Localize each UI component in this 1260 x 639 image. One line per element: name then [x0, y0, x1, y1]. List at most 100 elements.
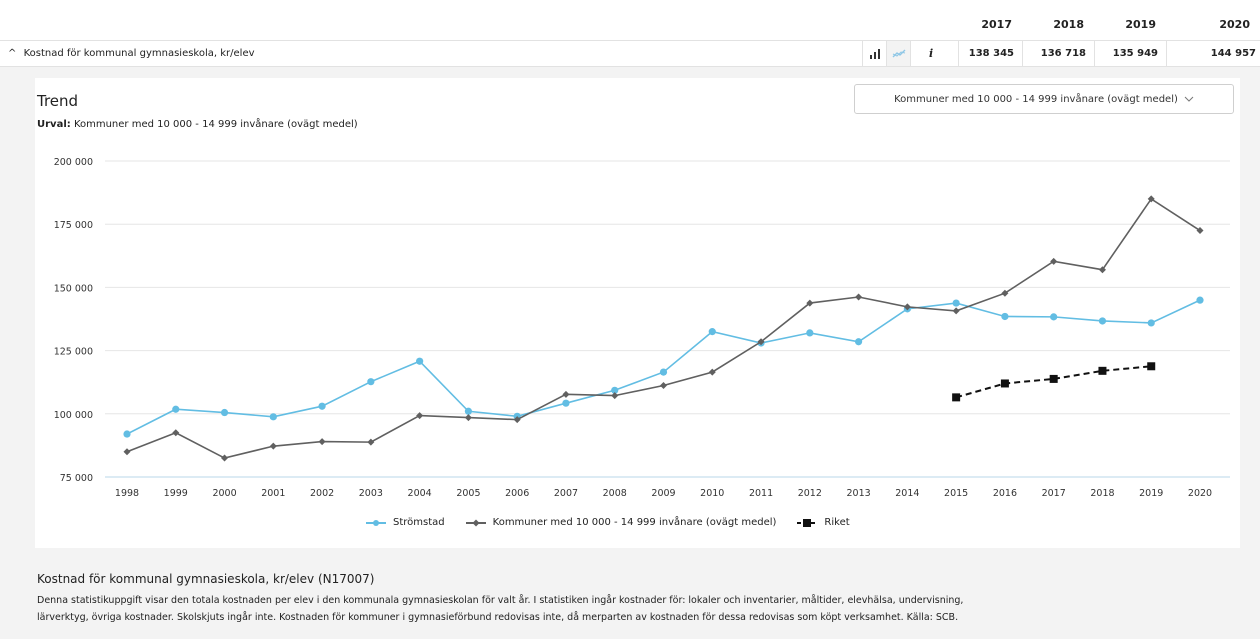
data-point — [660, 381, 667, 389]
value-2020: 144 957 — [1166, 41, 1260, 66]
data-point — [1147, 362, 1156, 371]
urval-key: Urval: — [37, 119, 71, 130]
data-point — [611, 392, 619, 400]
x-tick-label: 2002 — [310, 488, 334, 499]
x-tick-label: 2012 — [798, 488, 822, 499]
data-point — [513, 416, 521, 424]
x-tick-label: 2008 — [603, 488, 627, 499]
x-tick-label: 1999 — [164, 488, 188, 499]
description-title: Kostnad för kommunal gymnasieskola, kr/e… — [37, 572, 375, 586]
data-point — [903, 303, 911, 311]
data-point — [318, 438, 326, 446]
data-point — [416, 357, 424, 365]
data-point — [1196, 296, 1204, 304]
x-tick-label: 2011 — [749, 488, 773, 499]
legend-item-kommuner[interactable]: Kommuner med 10 000 - 14 999 invånare (o… — [465, 517, 777, 528]
data-point — [416, 412, 424, 420]
legend-label-stromstad: Strömstad — [393, 517, 445, 528]
data-point — [1196, 227, 1204, 235]
info-icon[interactable]: i — [910, 41, 958, 66]
x-tick-label: 2020 — [1188, 488, 1212, 499]
x-tick-label: 2006 — [505, 488, 529, 499]
data-point — [806, 299, 814, 307]
data-point — [1098, 317, 1107, 325]
data-point — [318, 402, 326, 410]
data-point — [659, 368, 668, 376]
legend-label-riket: Riket — [824, 517, 850, 528]
legend-item-stromstad[interactable]: Strömstad — [365, 517, 445, 528]
data-point — [464, 414, 472, 422]
x-tick-label: 2009 — [651, 488, 675, 499]
trend-title: Trend — [37, 92, 79, 110]
data-point — [464, 407, 473, 415]
x-tick-label: 2003 — [359, 488, 383, 499]
x-tick-label: 2017 — [1042, 488, 1066, 499]
x-tick-label: 2010 — [700, 488, 724, 499]
legend-label-kommuner: Kommuner med 10 000 - 14 999 invånare (o… — [492, 517, 777, 528]
y-tick-label: 75 000 — [60, 473, 93, 484]
series-line-2 — [955, 365, 1152, 399]
data-point — [855, 293, 863, 301]
data-point — [172, 429, 180, 437]
chevron-down-icon — [1184, 96, 1194, 102]
value-2018: 136 718 — [1022, 41, 1094, 66]
comparison-group-dropdown[interactable]: Kommuner med 10 000 - 14 999 invånare (o… — [854, 84, 1234, 114]
x-tick-label: 2018 — [1090, 488, 1114, 499]
y-tick-label: 150 000 — [54, 283, 93, 294]
data-point — [1001, 289, 1009, 297]
data-point — [952, 393, 961, 402]
collapse-caret-icon[interactable]: ^ — [8, 48, 17, 59]
data-point — [708, 368, 716, 376]
data-point — [1147, 319, 1155, 327]
description-text: Denna statistikuppgift visar den totala … — [37, 592, 1237, 626]
x-tick-label: 2007 — [554, 488, 578, 499]
data-point — [952, 299, 960, 307]
description-line-2: lärverktyg, övriga kostnader. Skolskjuts… — [37, 612, 959, 623]
urval-label: Urval: Kommuner med 10 000 - 14 999 invå… — [37, 119, 358, 130]
data-point — [562, 399, 570, 407]
x-tick-label: 1998 — [115, 488, 139, 499]
kpi-row[interactable]: ^ Kostnad för kommunal gymnasieskola, kr… — [0, 40, 1260, 67]
x-tick-label: 2005 — [456, 488, 480, 499]
x-tick-label: 2014 — [895, 488, 919, 499]
data-point — [952, 307, 960, 315]
kpi-row-label: Kostnad för kommunal gymnasieskola, kr/e… — [23, 48, 255, 59]
bar-chart-icon[interactable] — [862, 41, 886, 66]
data-point — [221, 454, 229, 462]
x-tick-label: 2004 — [408, 488, 432, 499]
series-line-1 — [126, 197, 1201, 459]
data-point — [1050, 313, 1058, 321]
year-header-2020: 2020 — [1219, 17, 1250, 31]
data-point — [1000, 379, 1009, 388]
data-point — [1050, 257, 1058, 265]
legend-item-riket[interactable]: Riket — [796, 517, 850, 528]
y-tick-label: 125 000 — [54, 347, 93, 358]
x-tick-label: 2001 — [261, 488, 285, 499]
data-point — [367, 438, 375, 446]
data-point — [708, 328, 716, 336]
data-point — [123, 430, 131, 438]
data-point — [1147, 195, 1155, 203]
year-header-2017: 2017 — [981, 17, 1012, 31]
y-tick-label: 175 000 — [54, 220, 93, 231]
dropdown-selected-value: Kommuner med 10 000 - 14 999 invånare (o… — [894, 93, 1178, 105]
chart-legend: Strömstad Kommuner med 10 000 - 14 999 i… — [365, 517, 850, 528]
line-chart-icon[interactable] — [886, 41, 910, 66]
data-point — [1049, 374, 1058, 383]
data-point — [123, 448, 131, 456]
data-point — [562, 390, 570, 398]
y-tick-label: 100 000 — [54, 410, 93, 421]
x-tick-label: 2019 — [1139, 488, 1163, 499]
urval-value: Kommuner med 10 000 - 14 999 invånare (o… — [73, 119, 358, 130]
data-point — [854, 338, 863, 346]
year-header-2018: 2018 — [1053, 17, 1084, 31]
kpi-row-title[interactable]: ^ Kostnad för kommunal gymnasieskola, kr… — [8, 41, 255, 66]
year-header-2019: 2019 — [1125, 17, 1156, 31]
x-tick-label: 2000 — [212, 488, 236, 499]
x-tick-label: 2015 — [944, 488, 968, 499]
x-tick-label: 2013 — [846, 488, 870, 499]
data-point — [1098, 266, 1106, 274]
data-point — [220, 408, 229, 417]
data-point — [611, 386, 619, 394]
data-point — [1001, 312, 1009, 321]
